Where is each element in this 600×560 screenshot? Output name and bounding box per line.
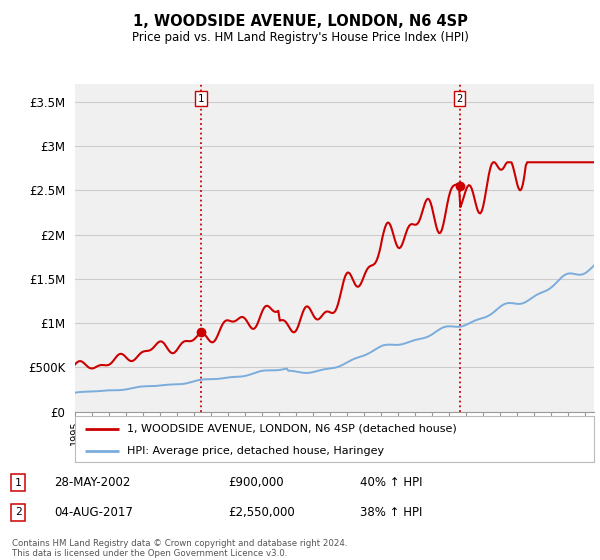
- Text: 1: 1: [14, 478, 22, 488]
- Text: 04-AUG-2017: 04-AUG-2017: [54, 506, 133, 519]
- Text: 38% ↑ HPI: 38% ↑ HPI: [360, 506, 422, 519]
- Text: Contains HM Land Registry data © Crown copyright and database right 2024.
This d: Contains HM Land Registry data © Crown c…: [12, 539, 347, 558]
- Text: £2,550,000: £2,550,000: [228, 506, 295, 519]
- Text: 2: 2: [14, 507, 22, 517]
- Text: 1, WOODSIDE AVENUE, LONDON, N6 4SP: 1, WOODSIDE AVENUE, LONDON, N6 4SP: [133, 14, 467, 29]
- Text: 1: 1: [198, 94, 204, 104]
- Text: 28-MAY-2002: 28-MAY-2002: [54, 476, 130, 489]
- Text: 40% ↑ HPI: 40% ↑ HPI: [360, 476, 422, 489]
- Text: Price paid vs. HM Land Registry's House Price Index (HPI): Price paid vs. HM Land Registry's House …: [131, 31, 469, 44]
- Text: 2: 2: [457, 94, 463, 104]
- Text: HPI: Average price, detached house, Haringey: HPI: Average price, detached house, Hari…: [127, 446, 384, 455]
- Text: 1, WOODSIDE AVENUE, LONDON, N6 4SP (detached house): 1, WOODSIDE AVENUE, LONDON, N6 4SP (deta…: [127, 424, 457, 434]
- Text: £900,000: £900,000: [228, 476, 284, 489]
